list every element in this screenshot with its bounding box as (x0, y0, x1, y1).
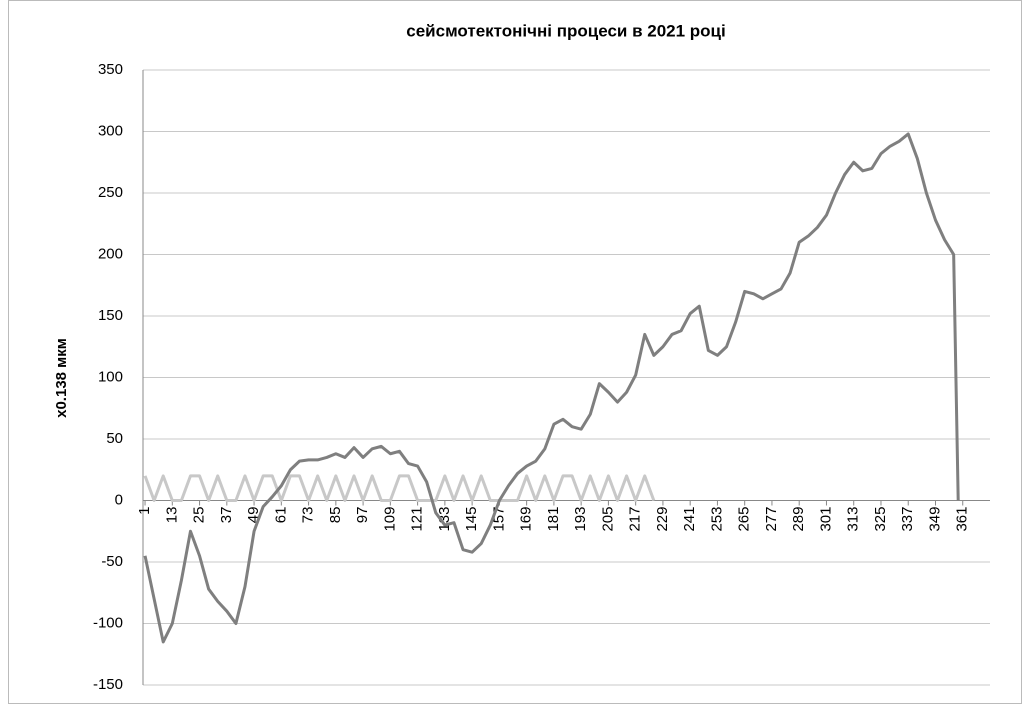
x-tick-label: 289 (790, 507, 807, 532)
y-tick-label: 300 (98, 122, 123, 139)
x-tick-label: 37 (218, 507, 235, 524)
y-tick-label: 100 (98, 368, 123, 385)
x-tick-label: 121 (409, 507, 426, 532)
x-tick-label: 97 (354, 507, 371, 524)
x-tick-label: 217 (627, 507, 644, 532)
x-tick-label: 61 (272, 507, 289, 524)
y-tick-label: -100 (93, 614, 123, 631)
x-tick-label: 313 (845, 507, 862, 532)
x-tick-label: 25 (191, 507, 208, 524)
x-tick-label: 169 (518, 507, 535, 532)
y-tick-label: 350 (98, 61, 123, 78)
frame (8, 0, 1022, 704)
x-tick-label: 253 (708, 507, 725, 532)
x-tick-label: 145 (463, 507, 480, 532)
y-tick-label: 200 (98, 245, 123, 262)
x-tick-label: 361 (954, 507, 971, 532)
y-tick-label: -150 (93, 676, 123, 693)
y-tick-label: -50 (101, 553, 123, 570)
x-tick-label: 229 (654, 507, 671, 532)
x-tick-label: 193 (572, 507, 589, 532)
y-tick-label: 150 (98, 307, 123, 324)
x-tick-label: 337 (899, 507, 916, 532)
x-tick-label: 85 (327, 507, 344, 524)
data-line (143, 474, 656, 502)
x-tick-label: 349 (926, 507, 943, 532)
x-tick-label: 13 (163, 507, 180, 524)
x-tick-label: 109 (381, 507, 398, 532)
x-tick-label: 181 (545, 507, 562, 532)
x-tick-label: 325 (872, 507, 889, 532)
x-tick-label: 277 (763, 507, 780, 532)
chart-title: сейсмотектонічні процеси в 2021 році (406, 21, 725, 40)
x-tick-label: 301 (817, 507, 834, 532)
x-tick-label: 1 (136, 507, 153, 515)
x-tick-label: 265 (736, 507, 753, 532)
x-tick-label: 73 (300, 507, 317, 524)
data-line (143, 132, 960, 644)
x-tick-label: 133 (436, 507, 453, 532)
y-tick-label: 50 (106, 430, 123, 447)
y-tick-label: 0 (115, 491, 123, 508)
x-tick-label: 205 (599, 507, 616, 532)
y-tick-label: 250 (98, 184, 123, 201)
y-axis-label: x0.138 мкм (53, 338, 70, 418)
x-tick-label: 241 (681, 507, 698, 532)
